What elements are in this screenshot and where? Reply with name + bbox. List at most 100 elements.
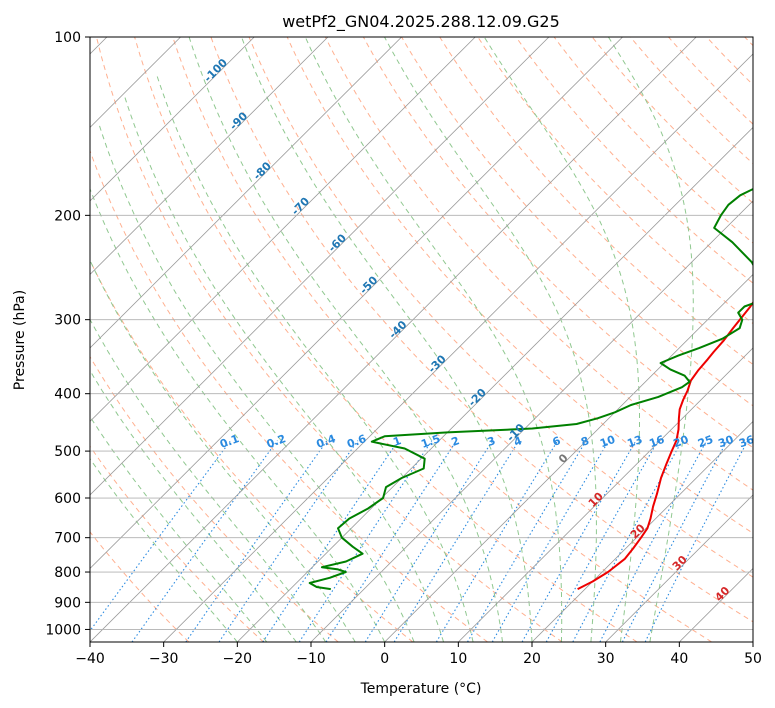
mixing-ratio-line — [131, 440, 278, 642]
y-tick-label: 900 — [54, 595, 81, 611]
x-tick-label: 40 — [670, 651, 688, 667]
x-axis-ticks: −40 −30 −20 −10 0 10 20 30 40 50 — [75, 642, 762, 667]
moist-adiabat — [90, 318, 327, 642]
mixing-ratio-line — [218, 440, 359, 642]
isotherm-line — [163, 53, 753, 642]
mixing-ratio-line — [621, 440, 728, 642]
isotherm-line — [90, 37, 329, 275]
moist-adiabat — [483, 37, 640, 642]
y-tick-label: 400 — [54, 387, 81, 403]
mixing-ratio-label: 6 — [551, 434, 563, 449]
mixing-ratio-label: 0.2 — [265, 432, 288, 451]
dewpoint-line — [308, 187, 753, 591]
mixing-ratio-line — [393, 440, 520, 642]
mixing-ratio-label: 36 — [737, 433, 756, 451]
isotherm-line — [90, 37, 623, 570]
x-tick-label: 50 — [744, 651, 762, 667]
temperature-line — [577, 300, 753, 590]
y-axis-ticks: 100 200 300 400 500 600 700 800 900 1000 — [45, 30, 90, 638]
mixing-ratio-label: 0.6 — [345, 432, 368, 451]
isotherm-line — [458, 347, 753, 642]
dry-adiabat — [324, 37, 753, 491]
dry-adiabat — [210, 37, 753, 623]
moist-adiabat — [155, 72, 474, 642]
moist-adiabat — [90, 369, 297, 642]
moist-adiabat — [90, 415, 268, 642]
mixing-ratio-label: 4 — [512, 434, 524, 449]
mixing-ratio-line — [185, 440, 328, 642]
x-tick-label: 10 — [449, 651, 467, 667]
moist-adiabat — [98, 123, 415, 642]
isotherm-line — [531, 420, 753, 642]
mixing-ratio-label: 0.1 — [218, 432, 241, 451]
moist-adiabat — [90, 259, 356, 642]
isotherm-line — [90, 37, 402, 349]
moist-adiabat — [384, 37, 597, 642]
mixing-ratio-line — [644, 440, 749, 642]
mixing-ratio-line — [599, 440, 708, 642]
x-axis-label: Temperature (°C) — [360, 681, 482, 697]
mixing-ratio-label: 13 — [625, 433, 644, 450]
isotherm-line — [90, 37, 550, 496]
dry-adiabat — [134, 37, 638, 642]
y-tick-label: 1000 — [45, 622, 81, 638]
mixing-ratio-label: 30 — [717, 433, 736, 451]
moist-adiabat — [123, 94, 445, 642]
x-tick-label: 30 — [597, 651, 615, 667]
y-tick-label: 500 — [54, 444, 81, 460]
x-tick-label: 20 — [523, 651, 541, 667]
isotherm-line — [237, 126, 753, 642]
dry-adiabat — [286, 37, 753, 534]
y-tick-label: 600 — [54, 491, 81, 507]
dry-adiabat — [248, 37, 753, 578]
mixing-ratio-label: 20 — [672, 433, 691, 451]
mixing-ratio-label: 2 — [450, 434, 462, 449]
isotherm-line — [90, 37, 476, 423]
mixing-ratio-line — [262, 440, 399, 642]
dry-adiabat — [401, 37, 753, 407]
mixing-ratio-label: 16 — [647, 433, 666, 451]
moist-adiabat — [304, 37, 563, 642]
mixing-ratio-label: 25 — [696, 433, 715, 450]
x-tick-label: 0 — [380, 651, 389, 667]
mixing-ratio-lines — [90, 440, 749, 642]
dry-adiabat — [90, 259, 414, 642]
moist-adiabat — [90, 457, 238, 642]
plot-frame — [89, 36, 754, 643]
mixing-ratio-label: 3 — [486, 434, 498, 449]
mixing-ratio-label: 8 — [579, 434, 591, 449]
moist-adiabat — [241, 37, 533, 642]
mixing-ratio-line — [467, 440, 587, 642]
mixing-ratio-line — [90, 440, 232, 632]
y-tick-label: 800 — [54, 565, 81, 581]
y-axis-label: Pressure (hPa) — [12, 290, 28, 390]
mixing-ratio-label: 10 — [598, 433, 617, 451]
x-tick-label: −30 — [149, 651, 179, 667]
y-tick-label: 100 — [54, 30, 81, 46]
mixing-ratio-line — [521, 440, 637, 642]
y-tick-label: 300 — [54, 313, 81, 329]
x-tick-label: −20 — [223, 651, 253, 667]
dry-adiabat — [90, 531, 190, 642]
isotherm-line — [310, 200, 753, 642]
y-tick-label: 700 — [54, 531, 81, 547]
chart-title: wetPf2_GN04.2025.288.12.09.G25 — [282, 12, 560, 32]
pressure-gridlines — [90, 37, 753, 630]
mixing-ratio-line — [435, 440, 559, 642]
mixing-ratio-label: 1 — [391, 434, 403, 449]
mixing-ratio-labels: 0.1 0.2 0.4 0.6 1 1.5 2 3 4 6 8 10 13 16 20 25 30 36 — [218, 432, 756, 451]
x-tick-label: −40 — [75, 651, 105, 667]
mixing-ratio-label: 1.5 — [419, 432, 442, 451]
isotherm-line — [605, 494, 753, 642]
isotherm-line — [384, 273, 753, 642]
x-tick-label: −10 — [296, 651, 326, 667]
moist-adiabat — [607, 37, 694, 642]
y-tick-label: 200 — [54, 208, 81, 224]
profile-series — [308, 187, 753, 591]
isotherm-line — [90, 37, 255, 202]
dry-adiabat — [90, 355, 339, 642]
dry-adiabat — [96, 37, 563, 642]
isotherm-line — [90, 37, 697, 642]
